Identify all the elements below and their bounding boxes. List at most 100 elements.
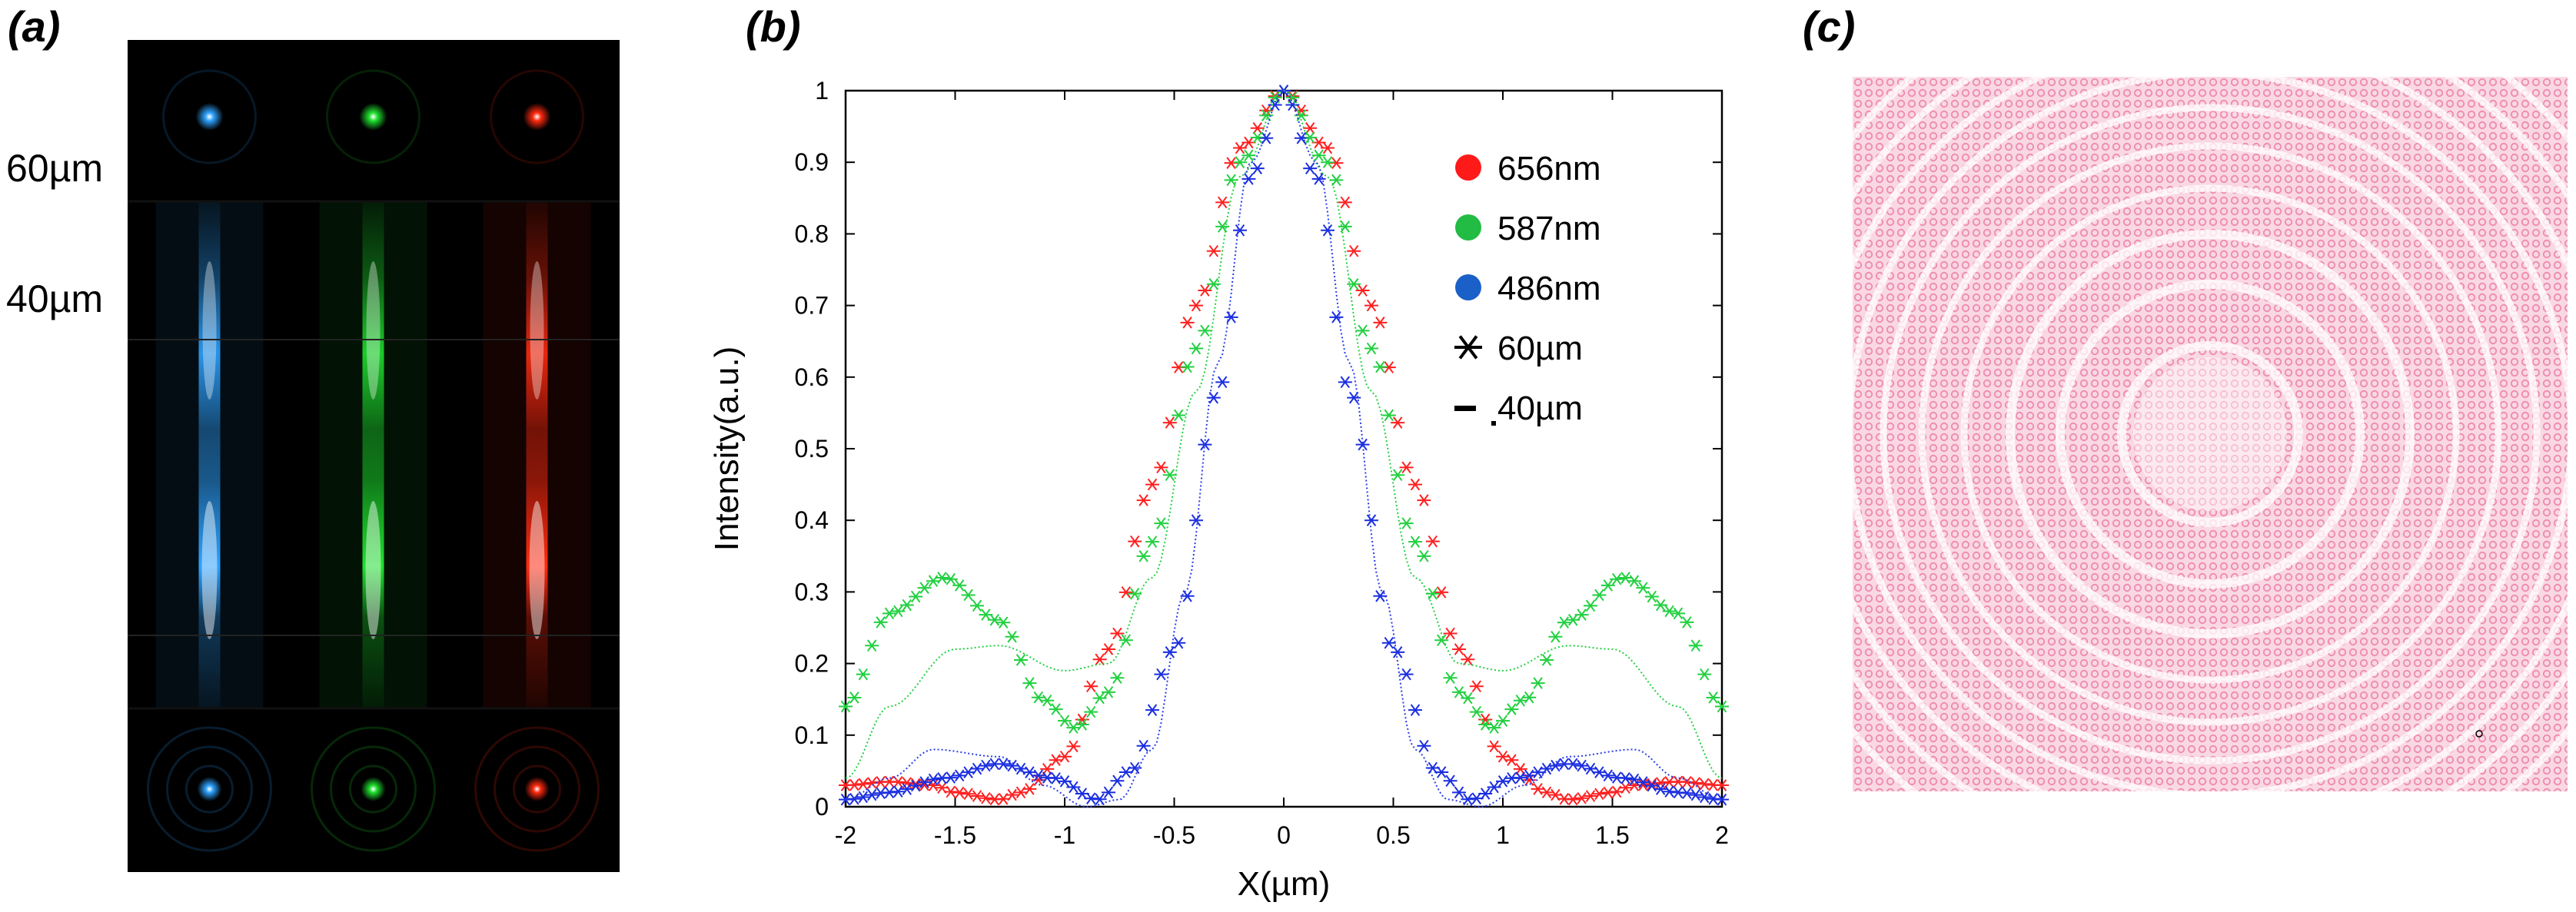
metalens-ring-pattern (1853, 77, 2568, 791)
y-tick-label: 1 (815, 77, 829, 104)
focal-ring-bottom (185, 764, 234, 814)
star-marker (865, 788, 879, 801)
star-marker (1557, 616, 1571, 628)
star-marker (952, 786, 967, 799)
star-marker (1600, 769, 1615, 782)
beam-hotspot-40um (365, 501, 381, 639)
star-marker (1531, 677, 1545, 689)
star-marker (1706, 691, 1720, 704)
star-marker (1084, 792, 1099, 804)
star-marker (1347, 244, 1361, 257)
beam-hotspot-60um (202, 261, 217, 400)
star-marker (1399, 668, 1414, 681)
star-marker (1364, 514, 1378, 527)
x-tick-label: 0 (1277, 821, 1291, 849)
star-marker (1049, 703, 1063, 715)
star-marker (1321, 156, 1335, 168)
star-marker (1373, 360, 1388, 373)
star-marker (1443, 774, 1458, 788)
star-marker (865, 639, 879, 652)
y-tick-label: 0.5 (795, 435, 829, 463)
star-marker (873, 616, 888, 628)
star-marker (856, 778, 870, 791)
star-marker (1058, 775, 1072, 788)
y-tick-label: 0.6 (795, 363, 829, 391)
star-marker (1128, 587, 1142, 600)
star-marker (1584, 790, 1597, 802)
star-marker (1189, 299, 1203, 312)
star-marker (943, 771, 958, 784)
star-marker (970, 790, 984, 802)
star-marker (943, 572, 958, 585)
star-marker (1102, 643, 1115, 655)
star-marker (1391, 646, 1405, 658)
star-marker (935, 572, 949, 584)
star-marker (1189, 514, 1203, 527)
star-marker (970, 599, 984, 612)
star-marker (1145, 478, 1159, 491)
legend-label: 40µm (1497, 390, 1583, 427)
star-marker (1285, 98, 1300, 111)
star-marker (1224, 174, 1238, 187)
star-marker (1198, 284, 1212, 297)
small-marker (2475, 730, 2483, 738)
star-marker (1154, 461, 1168, 474)
depth-label-40um: 40µm (6, 277, 104, 320)
star-marker (1434, 766, 1449, 778)
star-marker (987, 614, 1002, 626)
star-marker (1180, 590, 1195, 602)
star-marker (1680, 776, 1694, 788)
star-marker (1504, 703, 1519, 715)
y-tick-label: 0.9 (795, 148, 829, 176)
star-marker (1364, 342, 1378, 355)
focal-spot-bottom (197, 777, 222, 801)
star-marker (1566, 758, 1581, 771)
star-marker (952, 579, 967, 592)
y-tick-label: 0.3 (795, 578, 829, 605)
star-marker (1180, 360, 1195, 373)
zone-ring (2006, 230, 2415, 638)
legend-label: 486nm (1497, 270, 1601, 307)
star-marker (1373, 317, 1388, 329)
star-marker (891, 785, 906, 798)
focal-ring-bottom (474, 726, 600, 852)
star-marker (1654, 783, 1668, 795)
zone-ring (2117, 341, 2303, 527)
star-marker (1118, 586, 1133, 599)
star-marker (1294, 131, 1308, 144)
plot-frame (844, 89, 1723, 808)
star-marker (1355, 438, 1370, 451)
x-tick-label: 1 (1496, 821, 1510, 849)
legend-dot (1455, 154, 1481, 181)
beam-hotspot-40um (529, 501, 545, 639)
star-marker (1311, 173, 1326, 185)
star-marker (1644, 590, 1659, 603)
star-marker (1487, 721, 1501, 734)
focal-ring-bottom (494, 745, 580, 833)
star-marker (1092, 653, 1107, 666)
star-marker (1417, 739, 1431, 752)
star-marker (1434, 586, 1449, 599)
star-marker (1408, 478, 1422, 491)
star-marker (1513, 771, 1527, 784)
focal-ring-bottom (166, 745, 253, 833)
legend-dot-small (1491, 421, 1496, 426)
star-marker (1715, 700, 1729, 713)
star-marker (1496, 715, 1510, 727)
focal-ring-bottom (311, 726, 436, 852)
series-line (845, 89, 1723, 808)
star-marker (1461, 691, 1475, 705)
star-marker (943, 785, 958, 798)
star-marker (1005, 631, 1019, 643)
star-marker (1110, 627, 1125, 640)
focal-ring-bottom (513, 764, 561, 814)
star-marker (1303, 162, 1318, 174)
star-marker (1688, 777, 1703, 789)
star-marker (1206, 278, 1221, 290)
star-marker (1250, 162, 1265, 174)
star-marker (961, 589, 976, 602)
x-tick-label: -1.5 (934, 821, 976, 849)
star-marker (1688, 639, 1703, 652)
legend-label: 587nm (1497, 210, 1601, 247)
star-marker (961, 788, 976, 801)
